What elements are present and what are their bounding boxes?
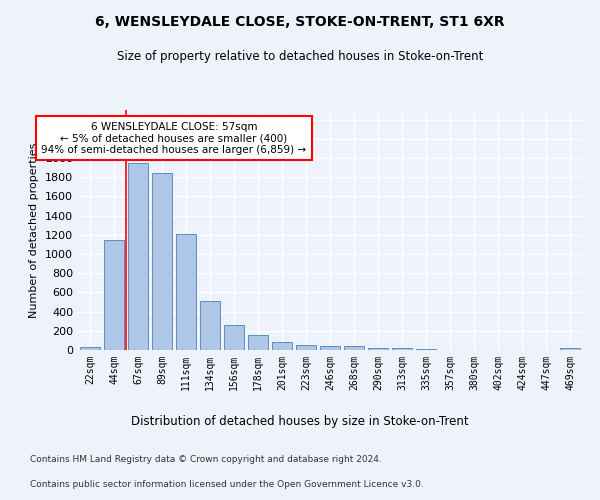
Y-axis label: Number of detached properties: Number of detached properties xyxy=(29,142,40,318)
Bar xyxy=(176,234,196,350)
Bar xyxy=(344,346,364,350)
Bar xyxy=(416,349,436,350)
Bar xyxy=(104,240,124,350)
Text: 6 WENSLEYDALE CLOSE: 57sqm
← 5% of detached houses are smaller (400)
94% of semi: 6 WENSLEYDALE CLOSE: 57sqm ← 5% of detac… xyxy=(41,122,307,154)
Bar xyxy=(128,163,148,350)
Text: Size of property relative to detached houses in Stoke-on-Trent: Size of property relative to detached ho… xyxy=(117,50,483,63)
Bar xyxy=(392,348,412,350)
Bar xyxy=(224,324,244,350)
Bar xyxy=(272,342,292,350)
Text: Contains public sector information licensed under the Open Government Licence v3: Contains public sector information licen… xyxy=(30,480,424,489)
Text: 6, WENSLEYDALE CLOSE, STOKE-ON-TRENT, ST1 6XR: 6, WENSLEYDALE CLOSE, STOKE-ON-TRENT, ST… xyxy=(95,15,505,29)
Text: Distribution of detached houses by size in Stoke-on-Trent: Distribution of detached houses by size … xyxy=(131,415,469,428)
Bar xyxy=(296,345,316,350)
Bar xyxy=(80,347,100,350)
Bar xyxy=(200,301,220,350)
Bar xyxy=(248,335,268,350)
Bar xyxy=(368,348,388,350)
Text: Contains HM Land Registry data © Crown copyright and database right 2024.: Contains HM Land Registry data © Crown c… xyxy=(30,455,382,464)
Bar xyxy=(152,174,172,350)
Bar xyxy=(560,348,580,350)
Bar xyxy=(320,346,340,350)
